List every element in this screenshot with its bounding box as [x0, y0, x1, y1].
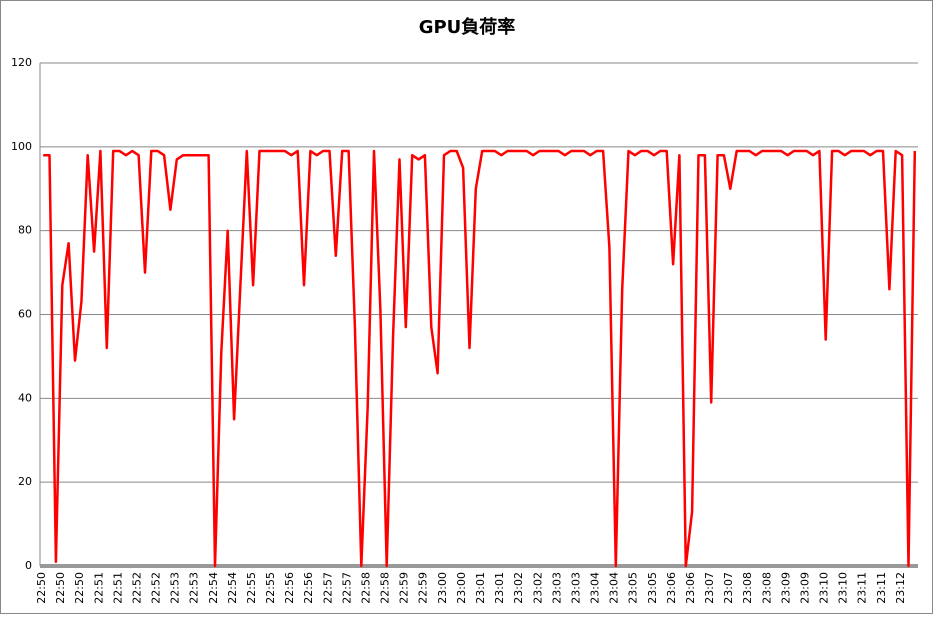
y-tick-label: 20 [18, 475, 32, 488]
y-tick-label: 40 [18, 391, 32, 404]
x-tick-label: 23:05 [627, 572, 640, 604]
x-tick-label: 22:52 [150, 572, 163, 604]
x-tick-label: 22:51 [111, 572, 124, 604]
x-tick-label: 23:10 [837, 572, 850, 604]
x-tick-label: 23:12 [894, 572, 907, 604]
x-tick-label: 23:09 [779, 572, 792, 604]
x-axis [40, 564, 918, 568]
x-tick-label: 22:56 [302, 572, 315, 604]
x-tick-label: 23:04 [589, 572, 602, 604]
x-tick-label: 23:06 [684, 572, 697, 604]
x-tick-label: 23:00 [455, 572, 468, 604]
x-tick-label: 22:55 [264, 572, 277, 604]
x-tick-label: 22:58 [379, 572, 392, 604]
x-tick-label: 23:09 [798, 572, 811, 604]
x-tick-label: 22:53 [188, 572, 201, 604]
x-tick-label: 23:02 [531, 572, 544, 604]
x-tick-label: 22:59 [417, 572, 430, 604]
x-tick-label: 23:02 [512, 572, 525, 604]
x-tick-label: 22:50 [73, 572, 86, 604]
x-tick-label: 22:52 [130, 572, 143, 604]
y-tick-label: 0 [25, 559, 32, 572]
x-tick-label: 22:51 [92, 572, 105, 604]
x-tick-label: 22:50 [35, 572, 48, 604]
x-tick-label: 23:00 [436, 572, 449, 604]
x-tick-label: 23:03 [550, 572, 563, 604]
x-tick-label: 22:50 [54, 572, 67, 604]
x-tick-label: 22:57 [340, 572, 353, 604]
x-tick-label: 23:08 [741, 572, 754, 604]
x-tick-label: 23:05 [646, 572, 659, 604]
x-tick-label: 22:53 [169, 572, 182, 604]
x-tick-label: 23:08 [760, 572, 773, 604]
x-tick-label: 23:01 [474, 572, 487, 604]
x-tick-label: 22:54 [226, 572, 239, 604]
x-tick-label: 23:11 [875, 572, 888, 604]
x-tick-label: 22:57 [321, 572, 334, 604]
y-tick-label: 60 [18, 308, 32, 321]
x-tick-label: 22:55 [245, 572, 258, 604]
y-tick-label: 120 [11, 56, 32, 69]
x-tick-label: 22:54 [207, 572, 220, 604]
x-tick-label: 22:59 [398, 572, 411, 604]
x-tick-label: 22:58 [359, 572, 372, 604]
x-tick-label: 23:01 [493, 572, 506, 604]
x-tick-label: 23:07 [703, 572, 716, 604]
x-tick-label: 23:07 [722, 572, 735, 604]
x-tick-label: 23:03 [569, 572, 582, 604]
y-tick-label: 100 [11, 140, 32, 153]
x-tick-label: 22:56 [283, 572, 296, 604]
x-tick-label: 23:10 [818, 572, 831, 604]
x-tick-label: 23:04 [608, 572, 621, 604]
x-tick-label: 23:11 [856, 572, 869, 604]
chart-title: GPU負荷率 [419, 16, 516, 38]
data-line [43, 149, 917, 568]
y-tick-label: 80 [18, 224, 32, 237]
x-tick-label: 23:06 [665, 572, 678, 604]
